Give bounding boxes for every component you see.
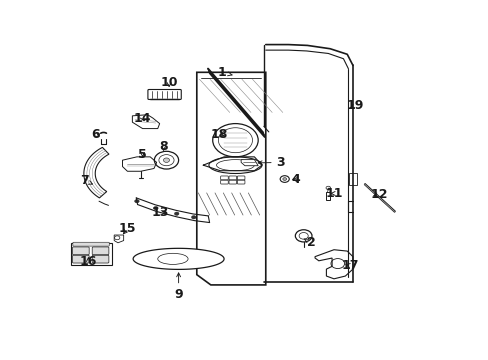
Polygon shape [348, 174, 356, 185]
FancyBboxPatch shape [147, 90, 181, 99]
FancyBboxPatch shape [92, 247, 109, 255]
Text: 7: 7 [80, 174, 92, 187]
Text: 5: 5 [138, 148, 147, 161]
FancyBboxPatch shape [72, 247, 89, 255]
Text: 4: 4 [291, 173, 300, 186]
Circle shape [134, 199, 139, 203]
Text: 12: 12 [370, 188, 387, 201]
FancyBboxPatch shape [72, 255, 89, 263]
Text: 14: 14 [134, 112, 151, 125]
Circle shape [191, 216, 196, 219]
Polygon shape [241, 159, 258, 166]
Circle shape [163, 158, 169, 162]
Text: 15: 15 [119, 222, 136, 235]
Text: 8: 8 [159, 140, 167, 153]
Text: 16: 16 [80, 255, 97, 268]
Text: 6: 6 [91, 128, 100, 141]
Text: 11: 11 [325, 187, 342, 200]
Circle shape [174, 212, 179, 215]
Text: 2: 2 [304, 236, 315, 249]
Polygon shape [314, 250, 352, 279]
Polygon shape [122, 157, 156, 171]
Polygon shape [70, 243, 112, 265]
Polygon shape [364, 184, 395, 212]
Polygon shape [132, 115, 159, 129]
Polygon shape [196, 72, 265, 285]
Text: 17: 17 [341, 259, 358, 272]
FancyBboxPatch shape [92, 255, 109, 263]
Text: 18: 18 [210, 128, 228, 141]
Text: 9: 9 [174, 273, 183, 301]
Text: 13: 13 [151, 206, 169, 219]
Polygon shape [133, 248, 224, 269]
Text: 3: 3 [258, 156, 285, 169]
FancyBboxPatch shape [73, 242, 109, 246]
Text: 1: 1 [217, 66, 232, 79]
Text: 19: 19 [346, 99, 363, 112]
Polygon shape [326, 192, 329, 200]
Text: 10: 10 [160, 76, 178, 89]
Circle shape [282, 177, 286, 180]
Circle shape [153, 207, 158, 210]
Polygon shape [114, 235, 123, 243]
Polygon shape [84, 147, 109, 198]
